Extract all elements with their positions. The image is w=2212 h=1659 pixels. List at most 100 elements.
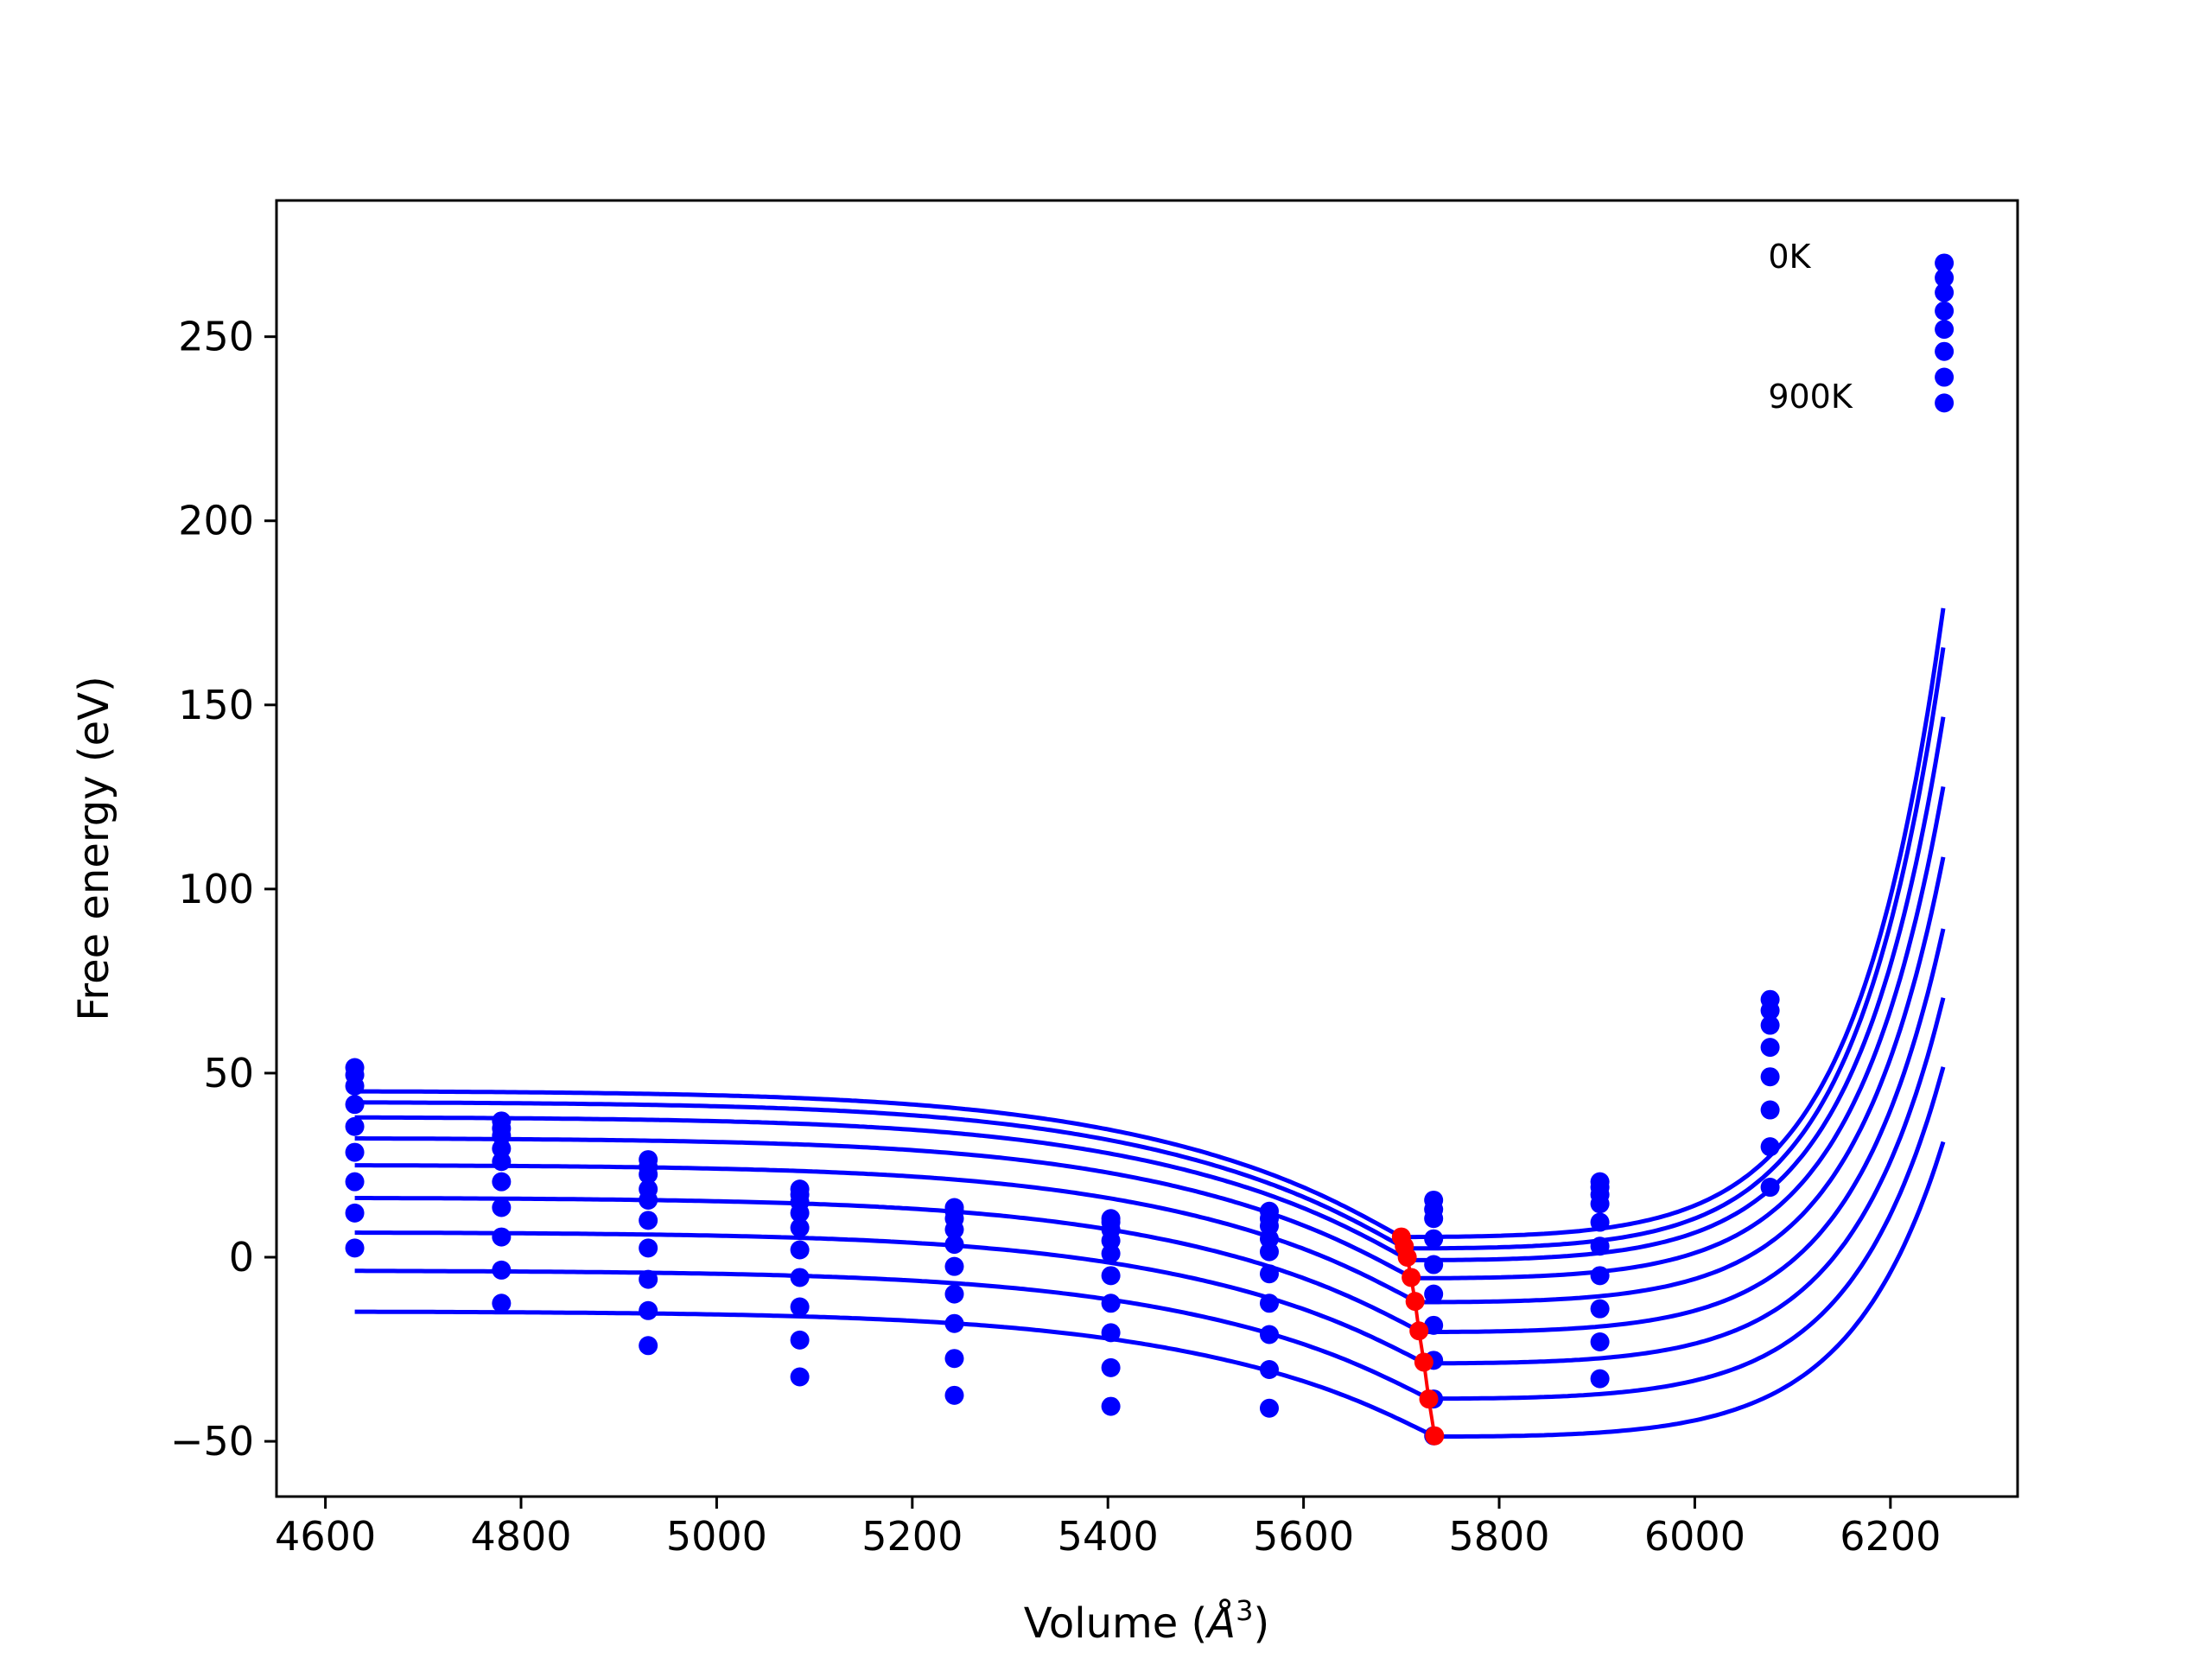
data-point [1935, 393, 1955, 413]
data-point [944, 1349, 964, 1369]
data-point [790, 1297, 810, 1317]
minimum-point [1397, 1248, 1417, 1268]
data-point [1590, 1236, 1610, 1256]
data-point [492, 1227, 512, 1247]
data-point [1935, 283, 1955, 302]
data-point [1760, 1001, 1780, 1020]
data-point [1424, 1255, 1444, 1274]
data-point [1935, 367, 1955, 387]
x-tick-label: 5600 [1253, 1513, 1354, 1560]
data-point [944, 1284, 964, 1304]
x-tick-label: 5400 [1058, 1513, 1159, 1560]
x-tick-label: 6200 [1840, 1513, 1941, 1560]
data-point [492, 1172, 512, 1192]
data-point [1760, 1015, 1780, 1035]
data-point [345, 1142, 365, 1162]
data-point [639, 1211, 658, 1230]
x-axis-title-superscript: 3 [1236, 1594, 1253, 1627]
data-point [1260, 1264, 1280, 1284]
data-point [345, 1095, 365, 1115]
data-point [1935, 268, 1955, 288]
data-point [790, 1367, 810, 1387]
data-point [1935, 301, 1955, 321]
data-point [1260, 1294, 1280, 1313]
data-point [345, 1076, 365, 1096]
data-point [944, 1385, 964, 1405]
data-point [790, 1217, 810, 1237]
data-point [1935, 253, 1955, 273]
data-point [345, 1116, 365, 1136]
y-tick-label: 0 [229, 1234, 254, 1281]
data-point [1424, 1284, 1444, 1304]
minimum-point [1409, 1321, 1429, 1341]
data-point [1101, 1357, 1121, 1377]
fit-curve [354, 1141, 1946, 1439]
y-tick-label: 200 [178, 498, 254, 544]
data-point [944, 1313, 964, 1333]
data-point [1590, 1332, 1610, 1352]
data-point [944, 1235, 964, 1255]
fit-curve [354, 997, 1946, 1366]
data-point [790, 1330, 810, 1350]
y-axis-ticks: −50 0 50 100 150 200 250 [170, 314, 276, 1465]
data-point [944, 1256, 964, 1276]
y-tick-label: 150 [178, 682, 254, 728]
data-point [1260, 1325, 1280, 1344]
data-point [1101, 1266, 1121, 1286]
minimum-point [1419, 1389, 1439, 1409]
y-axis-title: Free energy (eV) [70, 676, 118, 1020]
data-point [492, 1198, 512, 1217]
fit-curve [354, 856, 1946, 1305]
fit-curve [354, 785, 1946, 1281]
x-tick-label: 5800 [1448, 1513, 1549, 1560]
data-point [944, 1220, 964, 1240]
data-point [639, 1190, 658, 1210]
data-point [492, 1294, 512, 1313]
data-point [1424, 1229, 1444, 1249]
data-point [1760, 1067, 1780, 1087]
data-point [639, 1336, 658, 1356]
data-point [345, 1238, 365, 1258]
data-point [1101, 1396, 1121, 1416]
data-point [790, 1203, 810, 1223]
minimum-point [1425, 1426, 1445, 1446]
minima-line [1391, 1227, 1445, 1446]
plot-frame [275, 199, 2019, 1498]
data-point [1590, 1194, 1610, 1214]
y-tick-label: 100 [178, 866, 254, 912]
data-point [790, 1240, 810, 1260]
x-tick-label: 5000 [666, 1513, 767, 1560]
data-point [1590, 1369, 1610, 1389]
temperature-annotations: 0K 900K [1768, 238, 1853, 416]
x-axis-title: Volume (Å3) [1024, 1594, 1269, 1648]
data-point [345, 1203, 365, 1223]
data-point [1760, 1100, 1780, 1120]
data-point [639, 1238, 658, 1258]
temperature-label: 900K [1768, 378, 1853, 416]
data-point [1590, 1299, 1610, 1319]
data-point [1260, 1359, 1280, 1379]
x-tick-label: 4800 [470, 1513, 571, 1560]
fit-curve [354, 647, 1946, 1251]
fit-curve [354, 716, 1946, 1262]
data-point [492, 1152, 512, 1172]
data-point [1760, 1178, 1780, 1198]
data-point [639, 1165, 658, 1185]
data-points [345, 253, 1955, 1446]
data-point [1101, 1243, 1121, 1263]
data-point [1424, 1209, 1444, 1229]
data-point [492, 1260, 512, 1280]
x-axis-ticks: 4600 4800 5000 5200 5400 5600 5800 6000 6200 [275, 1497, 1941, 1560]
minimum-point [1402, 1268, 1421, 1287]
temperature-label: 0K [1768, 238, 1811, 276]
x-axis-title-prefix: Volume ( [1024, 1599, 1208, 1648]
fit-curve [354, 607, 1946, 1240]
fit-curve [354, 928, 1946, 1334]
x-tick-label: 5200 [861, 1513, 963, 1560]
data-point [1590, 1266, 1610, 1286]
minimum-point [1405, 1292, 1425, 1312]
y-tick-label: −50 [170, 1418, 254, 1465]
data-point [1424, 1315, 1444, 1335]
data-point [639, 1300, 658, 1320]
